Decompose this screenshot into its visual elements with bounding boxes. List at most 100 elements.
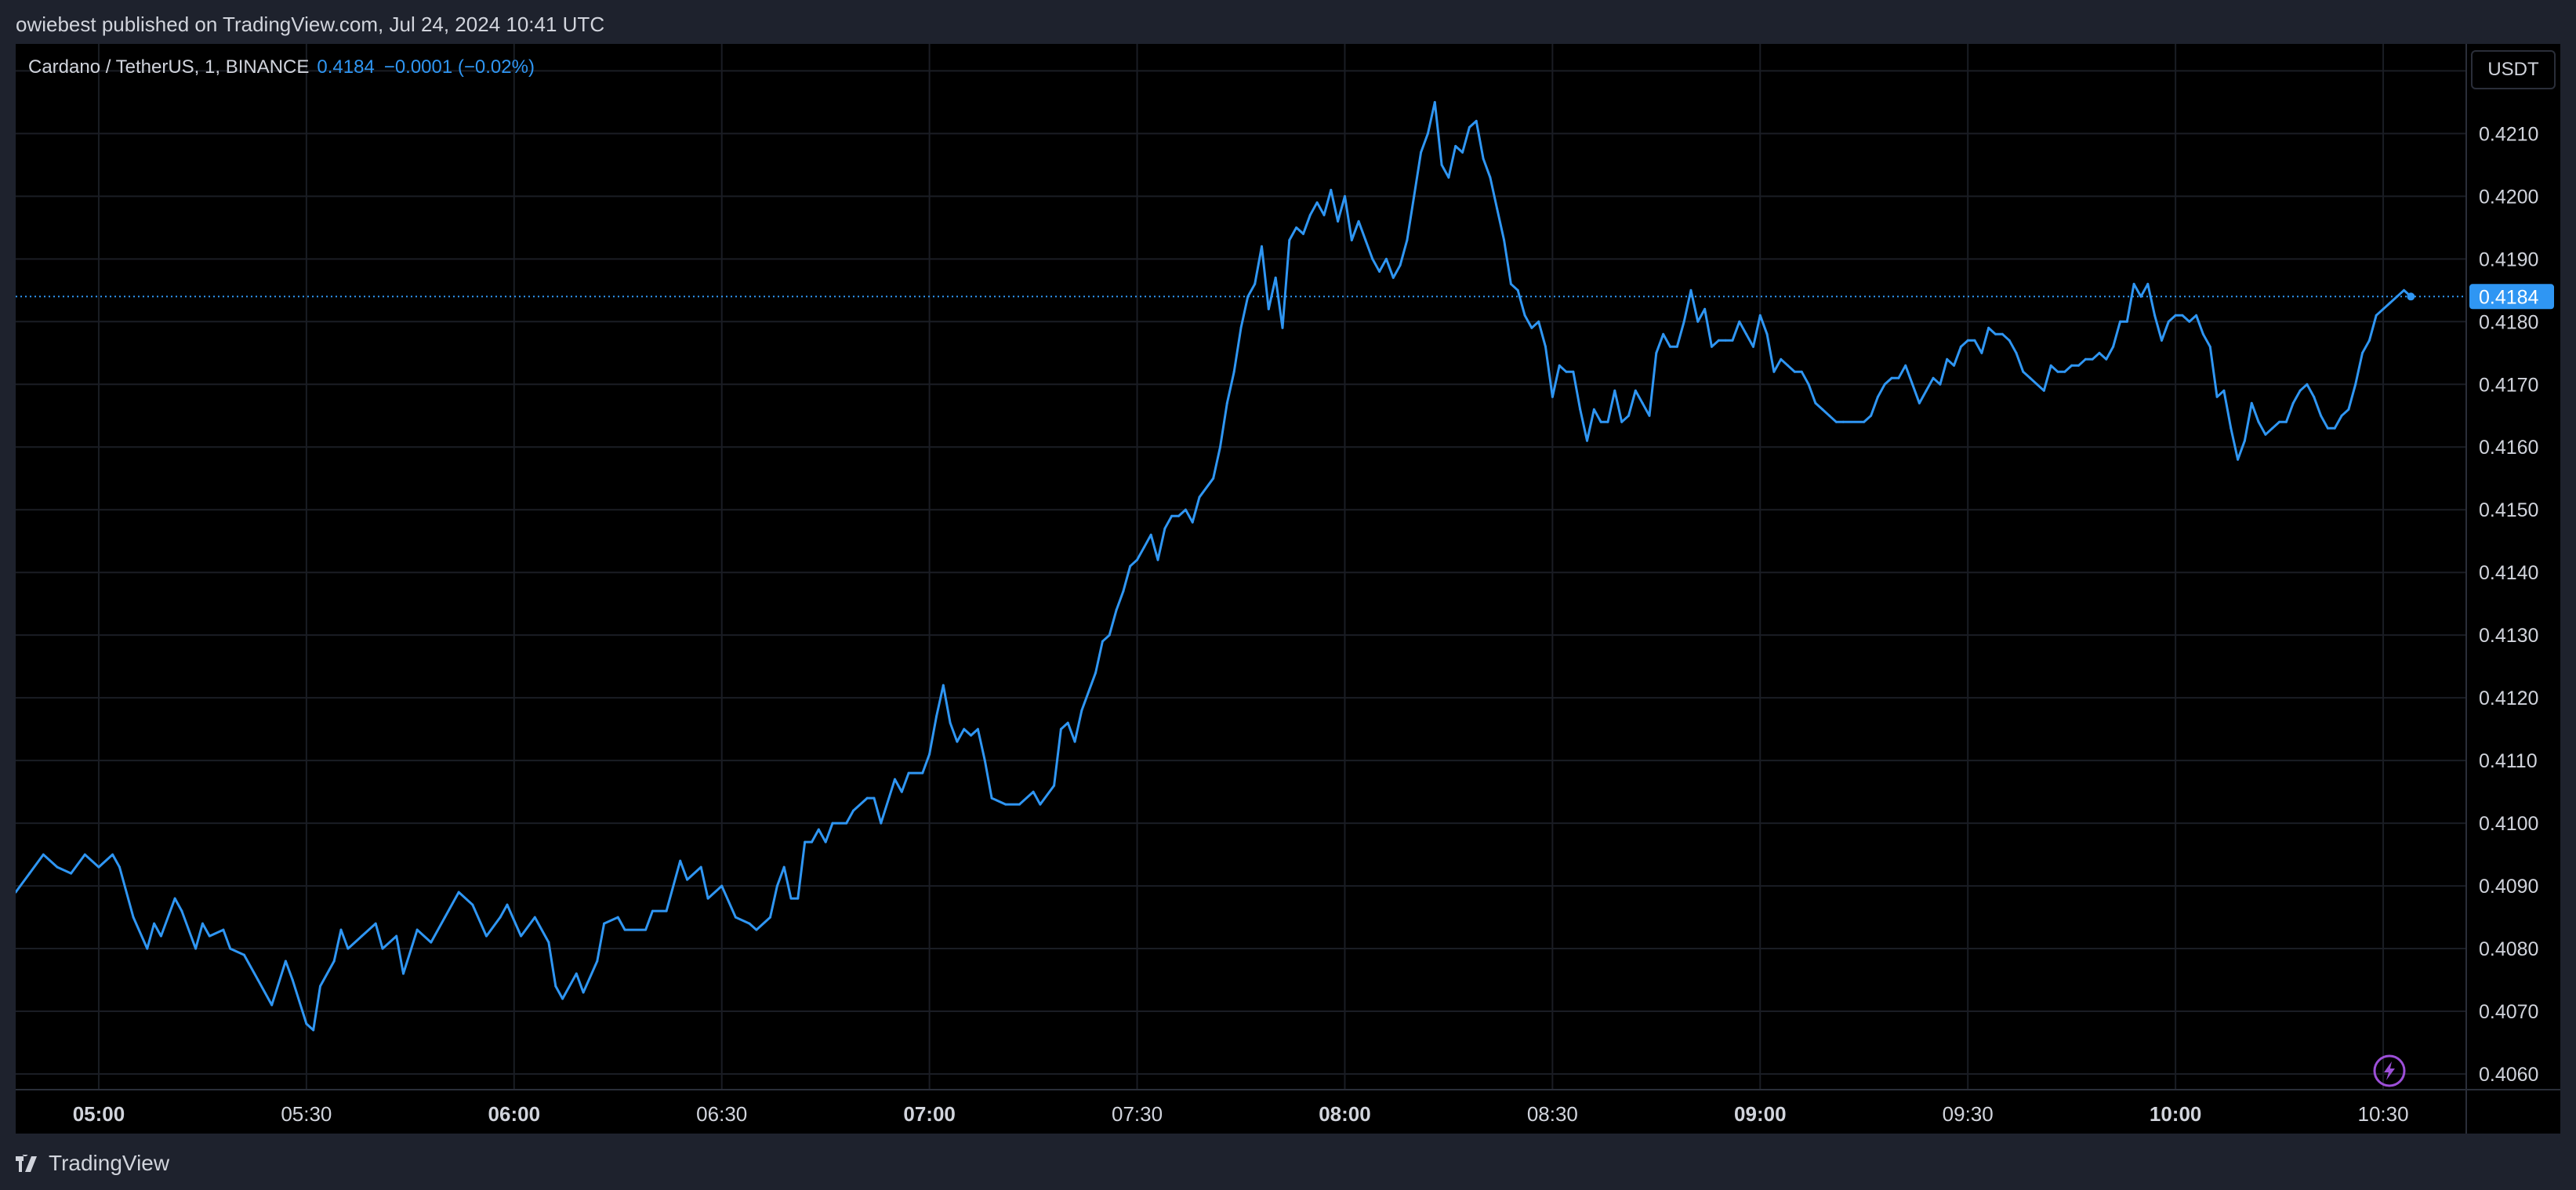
- data-point: [146, 947, 149, 950]
- data-point: [547, 941, 550, 944]
- data-point: [2118, 320, 2121, 323]
- data-point: [1703, 307, 1707, 310]
- data-point: [1987, 326, 1990, 329]
- data-point: [1184, 508, 1187, 511]
- data-point: [339, 928, 343, 931]
- price-chart[interactable]: 0.4060 0.4070 0.4080 0.4090 0.4100 0.4110 0.41…: [16, 44, 2560, 1134]
- data-point: [97, 865, 100, 869]
- data-point: [2008, 339, 2011, 342]
- data-point: [284, 960, 287, 963]
- data-point: [956, 740, 959, 743]
- data-point: [1378, 270, 1381, 273]
- data-point: [644, 928, 648, 931]
- data-point: [1170, 514, 1174, 517]
- data-point: [484, 934, 488, 938]
- y-tick-label: 0.4070: [2479, 1001, 2538, 1023]
- chart-panel[interactable]: Cardano / TetherUS, 1, BINANCE 0.4184 −0.0…: [16, 44, 2560, 1134]
- data-point: [1731, 339, 1734, 342]
- data-point: [1772, 370, 1776, 373]
- data-point: [2403, 288, 2406, 292]
- data-point: [1738, 320, 1741, 323]
- data-point: [2091, 357, 2094, 361]
- data-point: [1572, 370, 1575, 373]
- data-point: [2320, 414, 2323, 417]
- data-point: [1267, 307, 1270, 310]
- data-point: [1641, 401, 1644, 405]
- data-point: [949, 721, 952, 724]
- data-point: [1198, 495, 1201, 499]
- data-point: [415, 928, 419, 931]
- data-point: [1558, 364, 1561, 367]
- data-point: [2167, 320, 2170, 323]
- legend-price: 0.4184: [317, 56, 375, 78]
- data-point: [1710, 345, 1713, 348]
- data-point: [2271, 426, 2274, 430]
- data-point: [1391, 276, 1395, 279]
- data-point: [1073, 740, 1076, 743]
- data-point: [1503, 238, 1506, 241]
- lightning-icon-bolt: [2384, 1061, 2395, 1080]
- data-point: [817, 828, 820, 831]
- lightning-icon-ring: [2373, 1054, 2406, 1087]
- data-point: [990, 796, 993, 800]
- data-point: [1586, 439, 1589, 442]
- data-point: [734, 916, 737, 919]
- data-point: [1129, 564, 1132, 568]
- data-point: [1689, 288, 1693, 292]
- data-point: [1232, 370, 1235, 373]
- data-point: [2361, 351, 2364, 354]
- data-point: [1613, 389, 1616, 392]
- data-point: [1239, 326, 1243, 329]
- data-point: [533, 916, 536, 919]
- data-point: [1080, 709, 1083, 712]
- data-point: [1053, 784, 1056, 787]
- symbol-name[interactable]: Cardano / TetherUS, 1, BINANCE: [28, 56, 310, 78]
- data-point: [623, 928, 626, 931]
- y-tick-label: 0.4160: [2479, 437, 2538, 459]
- data-point: [1717, 339, 1720, 342]
- data-point: [1939, 383, 1942, 386]
- data-point: [361, 934, 364, 938]
- data-point: [1337, 219, 1340, 223]
- data-point: [2195, 314, 2198, 317]
- data-point: [2215, 395, 2219, 398]
- data-point: [2298, 389, 2302, 392]
- data-point: [1655, 351, 1658, 354]
- data-point: [1308, 213, 1312, 216]
- legend-change: −0.0001 (−0.02%): [383, 56, 535, 78]
- data-point: [2139, 295, 2142, 298]
- data-point: [921, 771, 924, 775]
- data-point: [499, 916, 502, 919]
- data-point: [1793, 370, 1796, 373]
- data-point: [2042, 389, 2045, 392]
- data-point: [2049, 364, 2052, 367]
- data-point: [1108, 633, 1111, 637]
- data-point: [1523, 314, 1526, 317]
- data-point: [222, 928, 225, 931]
- data-point: [928, 753, 931, 756]
- data-point: [242, 953, 245, 956]
- x-tick-label: 10:00: [2150, 1102, 2202, 1126]
- data-point: [1496, 207, 1499, 210]
- data-point: [782, 865, 785, 869]
- data-point: [1315, 201, 1319, 204]
- data-point: [2264, 433, 2267, 436]
- currency-button[interactable]: USDT: [2471, 50, 2556, 89]
- x-tick-label: 07:00: [903, 1102, 956, 1126]
- data-point: [1565, 370, 1568, 373]
- y-tick-label: 0.4150: [2479, 499, 2538, 521]
- data-point: [1828, 414, 1831, 417]
- data-point: [963, 727, 966, 731]
- data-point: [679, 859, 682, 862]
- data-point: [506, 903, 509, 906]
- data-point: [1745, 332, 1748, 336]
- data-point: [1322, 213, 1326, 216]
- data-point: [2153, 314, 2157, 317]
- data-point: [1274, 276, 1277, 279]
- data-point: [1932, 376, 1935, 379]
- footer[interactable]: TradingView: [16, 1146, 169, 1181]
- data-point: [2001, 332, 2004, 336]
- data-point: [430, 941, 433, 944]
- data-point: [1911, 383, 1914, 386]
- data-point: [173, 897, 176, 900]
